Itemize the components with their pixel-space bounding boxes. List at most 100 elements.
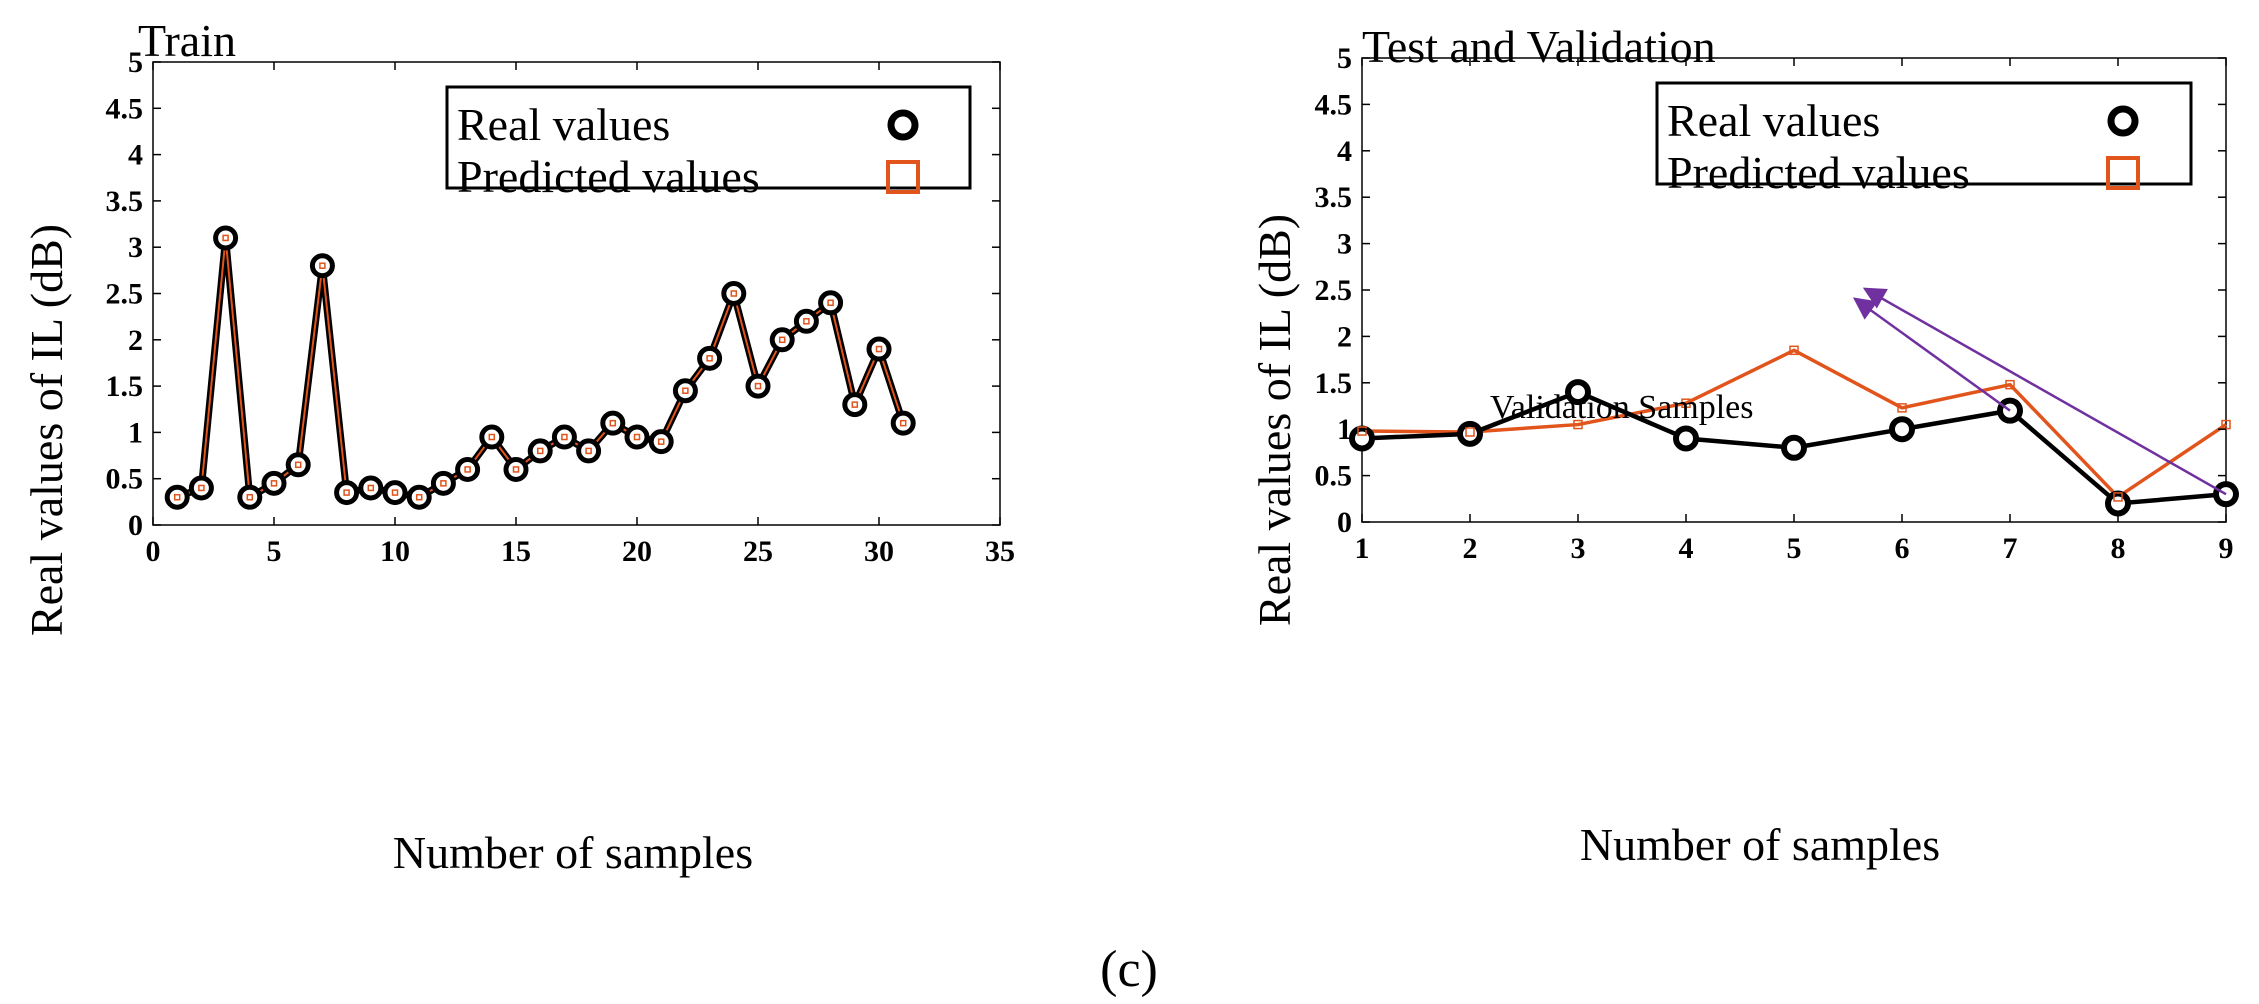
train-predicted-point <box>343 489 350 496</box>
train-predicted-point <box>851 401 859 408</box>
train-real-point <box>672 378 698 404</box>
train-predicted-point <box>464 466 471 473</box>
train-real-point <box>648 429 674 455</box>
train-predicted-point <box>173 493 181 501</box>
train-x-tick-label: 35 <box>985 535 1015 568</box>
train-y-tick-label: 0 <box>128 509 143 542</box>
test-validation-chart-title: Test and Validation <box>1362 21 1716 72</box>
train-real-point <box>624 424 650 450</box>
test-real-point <box>1889 416 1915 443</box>
train-predicted-point <box>391 489 399 496</box>
train-real-point <box>213 225 239 251</box>
train-predicted-point <box>754 382 762 390</box>
train-real-point <box>769 327 795 353</box>
test-predicted-point <box>2005 379 2015 390</box>
test-predicted-point <box>1465 427 1475 437</box>
test-x-tick-label: 1 <box>1355 532 1370 565</box>
test-legend-predicted-marker <box>2106 156 2140 190</box>
train-real-point <box>455 456 481 482</box>
train-real-point <box>842 392 868 418</box>
test-y-tick-label: 3.5 <box>1315 181 1353 214</box>
train-real-point <box>430 470 456 496</box>
test-y-tick-label: 2.5 <box>1315 274 1353 307</box>
train-real-point <box>745 373 771 399</box>
train-predicted-point <box>294 461 302 469</box>
test-y-tick-label: 3 <box>1337 228 1352 261</box>
train-chart-title: Train <box>138 15 236 66</box>
train-real-point <box>358 475 384 501</box>
train-legend-real-marker <box>887 109 919 141</box>
train-predicted-point <box>512 466 520 473</box>
figure-caption: (c) <box>1100 941 1158 998</box>
test-y-tick-label: 0 <box>1337 506 1352 539</box>
test-x-tick-label: 8 <box>2111 532 2126 565</box>
train-predicted-point <box>367 484 375 492</box>
train-real-point <box>866 336 892 362</box>
test-y-tick-label: 2 <box>1337 320 1352 353</box>
train-predicted-point <box>246 493 254 501</box>
train-y-axis-label: Real values of IL (dB) <box>21 224 72 636</box>
test-predicted-point <box>1789 345 1799 356</box>
train-predicted-point <box>198 484 205 492</box>
train-x-axis-label: Number of samples <box>393 827 753 878</box>
train-real-point <box>261 470 287 496</box>
train-x-tick-label: 0 <box>146 535 161 568</box>
test-real-point <box>1349 425 1375 452</box>
test-legend-box <box>1655 81 2193 186</box>
train-y-tick-label: 2 <box>128 324 143 357</box>
train-legend-box <box>445 85 972 190</box>
train-real-point <box>818 290 844 316</box>
test-y-tick-label: 1 <box>1337 413 1352 446</box>
train-predicted-point <box>803 318 810 325</box>
train-real-point <box>164 484 190 510</box>
train-predicted-point <box>633 433 641 441</box>
train-x-tick-label: 10 <box>380 535 410 568</box>
train-real-point <box>576 438 602 464</box>
test-x-axis-label: Number of samples <box>1580 819 1940 870</box>
test-predicted-point <box>1357 426 1367 436</box>
validation-annotation: Validation Samples <box>1490 287 2227 496</box>
train-predicted-point <box>899 419 907 427</box>
test-x-tick-label: 5 <box>1787 532 1802 565</box>
train-real-point <box>890 410 916 436</box>
train-real-point <box>285 452 311 478</box>
test-x-tick-label: 3 <box>1571 532 1586 565</box>
train-real-point <box>793 308 819 334</box>
train-real-point <box>600 410 626 436</box>
train-y-tick-label: 0.5 <box>106 463 144 496</box>
train-predicted-point <box>682 387 689 394</box>
test-real-point <box>1673 425 1699 452</box>
test-x-tick-label: 9 <box>2219 532 2234 565</box>
test-y-axis-label: Real values of IL (dB) <box>1249 214 1300 626</box>
train-real-point <box>551 424 577 450</box>
train-predicted-point <box>730 290 738 297</box>
train-predicted-point <box>875 345 883 353</box>
train-y-tick-label: 5 <box>128 46 143 79</box>
train-y-tick-label: 3 <box>128 231 143 264</box>
test-predicted-series-line <box>1361 348 2227 499</box>
test-predicted-point <box>2113 492 2123 502</box>
train-real-point <box>479 424 505 450</box>
train-predicted-point <box>585 447 592 455</box>
test-validation-chart: Test and Validation 1 2 3 4 5 6 7 8 9 0 0.5 1 1.5 2 2.… <box>1249 21 2239 870</box>
test-real-point <box>1457 420 1483 447</box>
test-y-tick-label: 5 <box>1337 42 1352 75</box>
train-chart: Train 0 5 10 15 20 25 30 35 0 0.5 1 1.5 2 2.5 3 3.5 4 4.5… <box>21 15 1015 878</box>
test-legend-predicted-label: Predicted values <box>1667 147 1970 198</box>
train-legend-real-label: Real values <box>457 99 670 150</box>
train-x-tick-label: 5 <box>267 535 282 568</box>
train-predicted-point <box>440 480 447 487</box>
train-real-point <box>188 475 214 501</box>
train-real-point <box>721 281 747 306</box>
train-predicted-point <box>657 438 665 445</box>
test-x-tick-label: 7 <box>2003 532 2018 565</box>
train-real-point <box>382 480 408 506</box>
train-y-tick-label: 1 <box>128 416 143 449</box>
train-predicted-point <box>561 433 568 441</box>
test-predicted-point <box>1681 398 1691 408</box>
test-y-tick-label: 1.5 <box>1315 367 1353 400</box>
test-legend-real-label: Real values <box>1667 95 1880 146</box>
